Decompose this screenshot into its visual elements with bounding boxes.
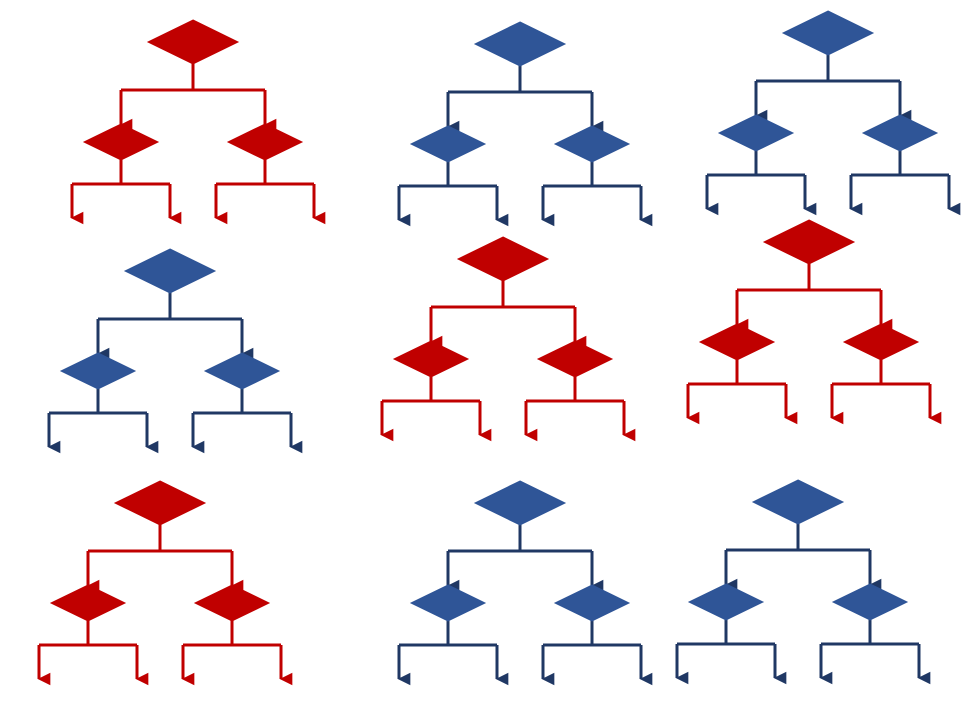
left-child-decision-diamond bbox=[409, 125, 487, 163]
root-decision-diamond bbox=[781, 10, 875, 56]
root-decision-diamond bbox=[146, 19, 240, 65]
left-child-decision-diamond bbox=[59, 352, 137, 390]
root-decision-diamond bbox=[762, 219, 856, 265]
right-child-decision-diamond bbox=[842, 323, 920, 361]
left-child-decision-diamond bbox=[82, 123, 160, 161]
left-child-decision-diamond bbox=[698, 323, 776, 361]
right-child-decision-diamond bbox=[193, 584, 271, 622]
right-child-decision-diamond bbox=[226, 123, 304, 161]
left-child-decision-diamond bbox=[392, 340, 470, 378]
left-child-decision-diamond bbox=[717, 114, 795, 152]
tree-7 bbox=[37, 480, 293, 686]
left-child-decision-diamond bbox=[49, 584, 127, 622]
tree-3 bbox=[705, 10, 961, 216]
tree-5 bbox=[380, 236, 636, 442]
right-child-decision-diamond bbox=[861, 114, 939, 152]
root-decision-diamond bbox=[473, 21, 567, 67]
root-decision-diamond bbox=[456, 236, 550, 282]
tree-2 bbox=[397, 21, 653, 227]
root-decision-diamond bbox=[751, 479, 845, 525]
right-child-decision-diamond bbox=[831, 583, 909, 621]
trees-layer bbox=[37, 10, 961, 686]
tree-4 bbox=[47, 248, 303, 454]
tree-8 bbox=[397, 480, 653, 686]
right-child-decision-diamond bbox=[553, 125, 631, 163]
right-child-decision-diamond bbox=[203, 352, 281, 390]
root-decision-diamond bbox=[123, 248, 217, 294]
tree-9 bbox=[675, 479, 931, 685]
tree-6 bbox=[686, 219, 942, 425]
left-child-decision-diamond bbox=[687, 583, 765, 621]
tree-1 bbox=[70, 19, 326, 225]
right-child-decision-diamond bbox=[536, 340, 614, 378]
right-child-decision-diamond bbox=[553, 584, 631, 622]
root-decision-diamond bbox=[113, 480, 207, 526]
root-decision-diamond bbox=[473, 480, 567, 526]
left-child-decision-diamond bbox=[409, 584, 487, 622]
